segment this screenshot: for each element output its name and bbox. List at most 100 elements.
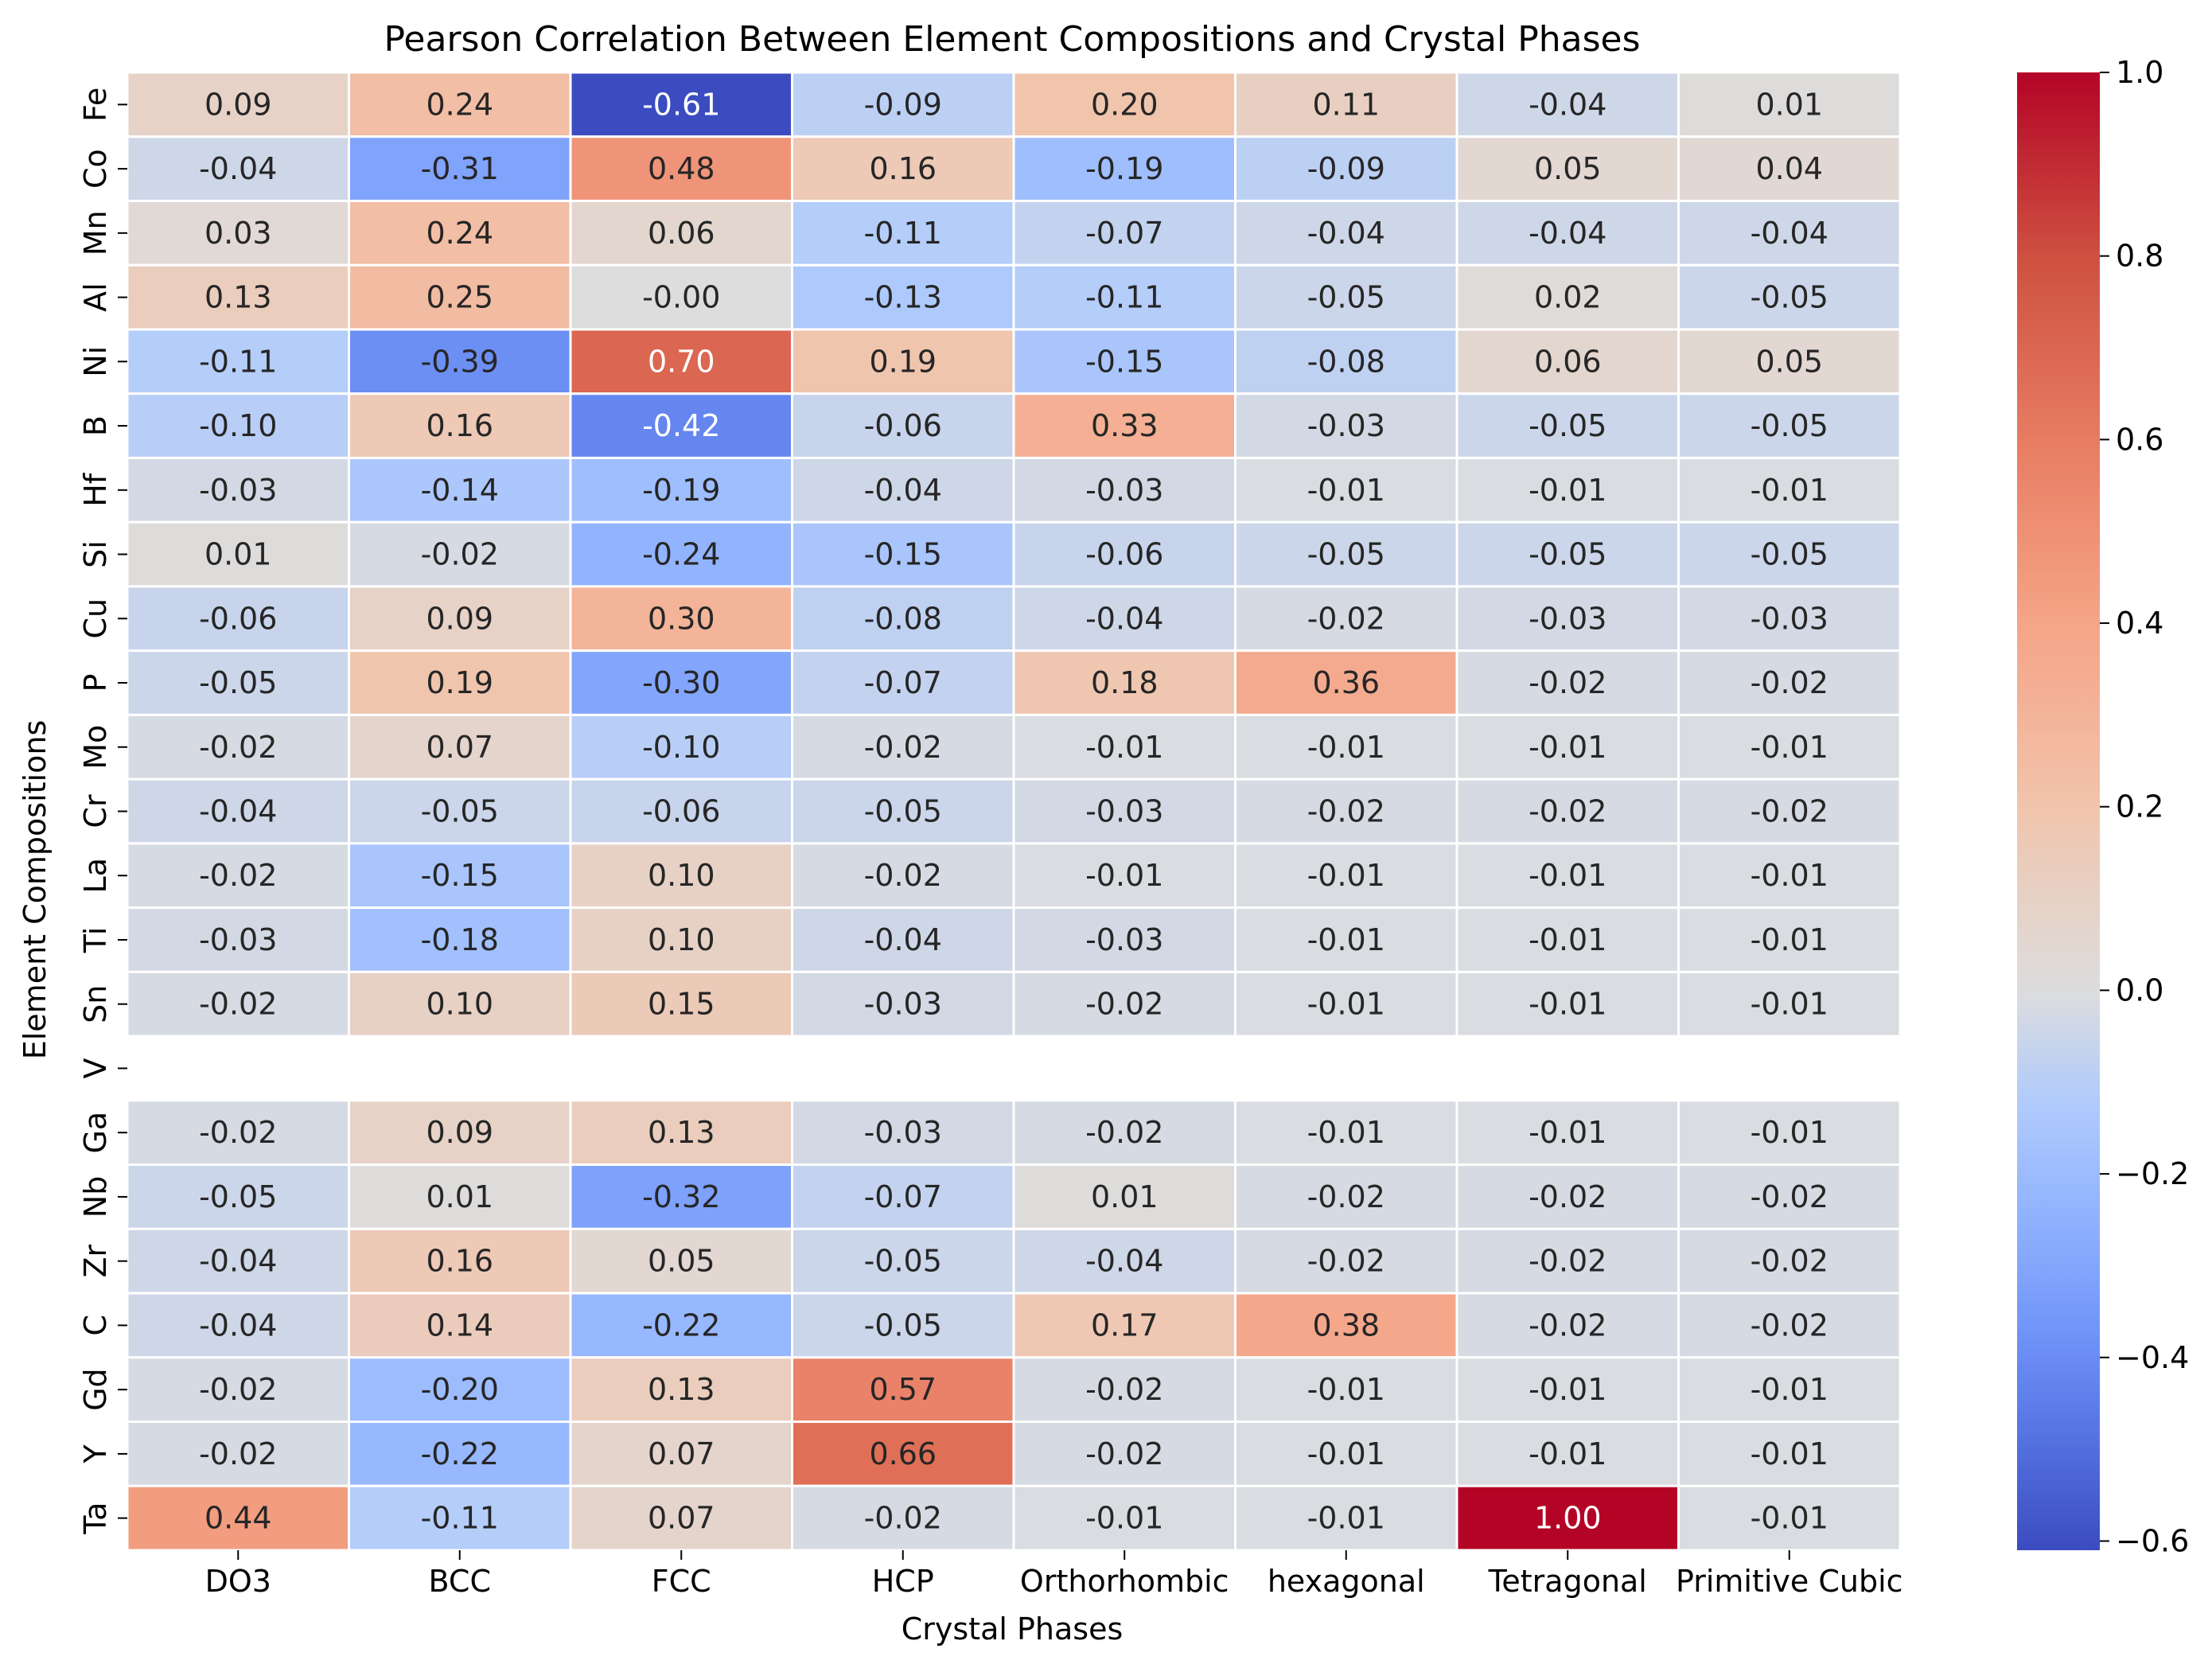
cell-value-label: -0.02 <box>1529 794 1606 829</box>
heatmap-cell <box>1677 1163 1902 1230</box>
cell-value-label: -0.02 <box>199 1436 277 1471</box>
cell-value-label: -0.04 <box>1529 216 1606 251</box>
cell-value-label: 0.13 <box>648 1372 715 1407</box>
cell-value-label: 0.05 <box>648 1244 715 1279</box>
cell-value-label: -0.04 <box>864 473 942 508</box>
cell-value-label: 0.14 <box>426 1308 493 1343</box>
cell-value-label: -0.03 <box>864 1115 942 1150</box>
cell-value-label: -0.02 <box>1751 665 1828 700</box>
cell-value-label: 0.07 <box>648 1436 715 1471</box>
cell-value-label: -0.04 <box>1529 87 1606 122</box>
y-tick-label: Co <box>78 149 113 189</box>
heatmap-cell <box>126 1421 350 1487</box>
heatmap-cell <box>348 71 572 138</box>
cell-value-label: -0.02 <box>199 1115 277 1150</box>
heatmap-cell <box>348 1421 572 1487</box>
cell-value-label: -0.01 <box>1529 1115 1606 1150</box>
heatmap-cell <box>1677 649 1902 716</box>
heatmap-cell <box>1012 199 1236 267</box>
x-tick-label: BCC <box>429 1564 491 1599</box>
heatmap-cell <box>1234 585 1458 653</box>
cell-value-label: -0.04 <box>199 151 277 186</box>
heatmap-cell <box>1677 1227 1902 1295</box>
y-tick-label: V <box>78 1058 113 1078</box>
heatmap-cell <box>1234 392 1458 459</box>
cell-value-label: -0.03 <box>1529 601 1606 636</box>
cell-value-label: -0.02 <box>1307 794 1385 829</box>
cell-value-label: -0.01 <box>1529 730 1606 765</box>
cell-value-label: -0.00 <box>642 280 720 315</box>
heatmap-cell <box>569 1099 793 1167</box>
heatmap-cell <box>1677 842 1902 910</box>
cell-value-label: 0.48 <box>648 151 715 186</box>
heatmap-cell <box>1234 71 1458 138</box>
heatmap-cell <box>1677 1421 1902 1487</box>
heatmap-cell <box>348 842 572 910</box>
cell-value-label: -0.02 <box>1529 1244 1606 1279</box>
y-axis-ticks: Fe Co Mn Al Ni B Hf Si Cu P Mo Cr La Ti Sn V Ga Nb Zr C Gd Y T… <box>78 88 127 1535</box>
cell-value-label: -0.19 <box>1085 151 1163 186</box>
colorbar-tick-label: 0.6 <box>2116 422 2163 457</box>
cell-value-label: -0.05 <box>1751 408 1828 443</box>
heatmap-cell <box>348 135 572 202</box>
y-tick-label: Si <box>78 540 113 568</box>
heatmap-cell <box>348 392 572 459</box>
cell-value-label: -0.05 <box>1751 537 1828 572</box>
cell-value-label: -0.01 <box>1085 730 1163 765</box>
cell-value-label: -0.20 <box>421 1372 499 1407</box>
cell-value-label: 0.05 <box>1755 344 1823 379</box>
cell-value-label: -0.01 <box>1529 858 1606 893</box>
heatmap-cell <box>791 328 1015 396</box>
heatmap-cell <box>348 199 572 267</box>
heatmap-cell <box>1012 456 1236 524</box>
heatmap-cell <box>1234 1292 1458 1359</box>
cell-value-label: -0.13 <box>864 280 942 315</box>
cell-value-label: -0.01 <box>1529 1436 1606 1471</box>
cell-value-label: -0.04 <box>1307 216 1385 251</box>
y-tick-label: Hf <box>78 472 113 507</box>
heatmap-cell <box>348 456 572 524</box>
cell-value-label: 0.09 <box>426 601 493 636</box>
colorbar-tick-label: 0.0 <box>2116 972 2163 1007</box>
cell-value-label: -0.03 <box>1085 922 1163 957</box>
cell-value-label: -0.32 <box>642 1179 720 1214</box>
cell-value-label: -0.01 <box>1085 1501 1163 1536</box>
y-tick-label: Mn <box>78 210 113 255</box>
heatmap-cell <box>569 713 793 781</box>
colorbar-tick-label: 1.0 <box>2116 55 2163 90</box>
cell-value-label: -0.22 <box>642 1308 720 1343</box>
heatmap-cell <box>791 649 1015 716</box>
heatmap-cell <box>126 1292 350 1359</box>
x-axis-label: Crystal Phases <box>902 1611 1124 1647</box>
cell-value-label: -0.05 <box>1307 537 1385 572</box>
heatmap-cell <box>791 713 1015 781</box>
heatmap-cell <box>791 135 1015 202</box>
cell-value-label: -0.02 <box>199 987 277 1022</box>
cell-value-label: 0.05 <box>1534 151 1602 186</box>
heatmap-cell <box>791 842 1015 910</box>
cell-value-label: -0.22 <box>421 1436 499 1471</box>
heatmap-cell <box>1455 842 1680 910</box>
cell-value-label: 0.07 <box>426 730 493 765</box>
cell-value-label: -0.11 <box>1085 280 1163 315</box>
cell-value-label: -0.11 <box>199 344 277 379</box>
heatmap-cell <box>1012 392 1236 459</box>
cell-value-label: -0.02 <box>199 730 277 765</box>
cell-value-label: -0.08 <box>864 601 942 636</box>
y-tick-label: Zr <box>78 1244 113 1277</box>
heatmap-cell <box>1677 777 1902 845</box>
cell-value-label: -0.15 <box>421 858 499 893</box>
heatmap-cell <box>1677 71 1902 138</box>
heatmap-cell <box>1455 199 1680 267</box>
heatmap-cell <box>1455 1227 1680 1295</box>
cell-value-label: 0.15 <box>648 987 715 1022</box>
cell-value-label: -0.14 <box>421 473 499 508</box>
heatmap-cell <box>1012 585 1236 653</box>
cell-value-label: 0.38 <box>1312 1308 1380 1343</box>
cell-value-label: 0.24 <box>426 216 493 251</box>
heatmap-cell <box>569 842 793 910</box>
heatmap-cell <box>791 1292 1015 1359</box>
cell-value-label: 0.16 <box>869 151 937 186</box>
cell-value-label: -0.02 <box>1307 1179 1385 1214</box>
cell-value-label: 0.10 <box>648 922 715 957</box>
